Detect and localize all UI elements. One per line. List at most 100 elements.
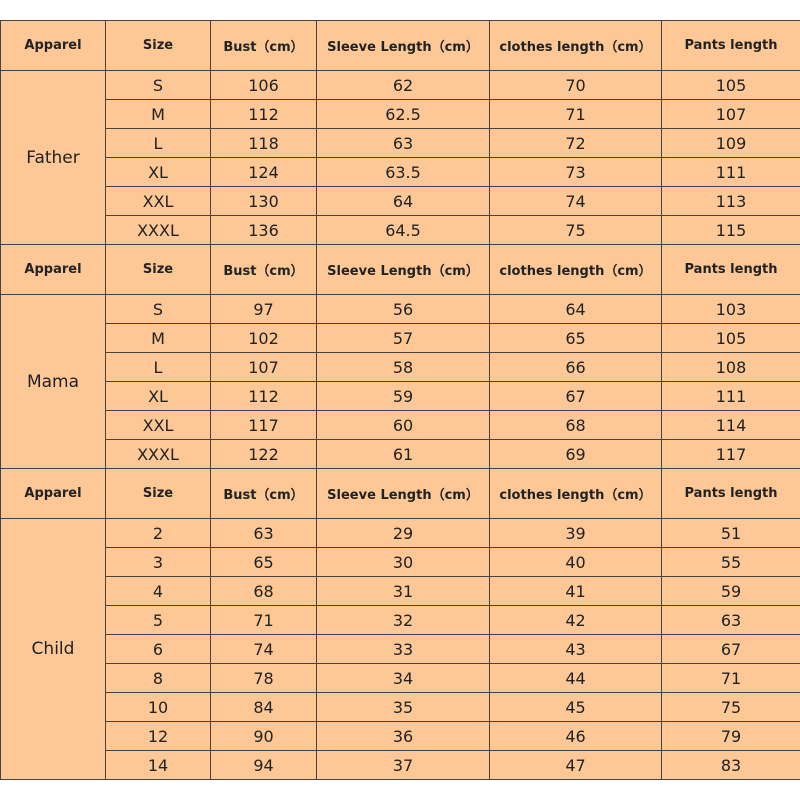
data-row: 14 94 37 47 83 — [1, 750, 800, 780]
data-row: 3 65 30 40 55 — [1, 547, 800, 577]
header-row: Apparel Size Bust（cm） Sleeve Length（cm） clot… — [0, 20, 800, 71]
data-cell: 107 — [661, 99, 800, 129]
header-cell: Size — [105, 468, 211, 519]
data-cell: XXL — [105, 410, 211, 440]
data-cell: 3 — [105, 547, 211, 577]
data-cell: 36 — [316, 721, 490, 751]
data-cell: 72 — [489, 128, 662, 158]
data-cell: 58 — [316, 352, 490, 382]
data-cell: 37 — [316, 750, 490, 780]
data-cell: L — [105, 352, 211, 382]
header-cell: clothes length（cm） — [489, 20, 662, 71]
data-cell: 6 — [105, 634, 211, 664]
data-cell: 62 — [316, 70, 490, 100]
data-cell: 39 — [489, 518, 662, 548]
data-row: Father S 106 62 70 105 — [0, 70, 800, 245]
data-row: L 118 63 72 109 — [1, 128, 800, 158]
data-cell: 117 — [661, 439, 800, 469]
header-cell: Bust（cm） — [210, 244, 317, 295]
data-cell: 136 — [210, 215, 317, 245]
data-cell: 67 — [661, 634, 800, 664]
header-cell: Sleeve Length（cm） — [316, 244, 490, 295]
data-row: 8 78 34 44 71 — [1, 663, 800, 693]
header-cell: Apparel — [0, 244, 106, 295]
header-cell: Sleeve Length（cm） — [316, 468, 490, 519]
data-cell: 111 — [661, 157, 800, 187]
data-cell: 29 — [316, 518, 490, 548]
table-body: Apparel Size Bust（cm） Sleeve Length（cm） clot… — [0, 20, 800, 780]
size-chart: Apparel Size Bust（cm） Sleeve Length（cm） clot… — [0, 20, 800, 780]
data-cell: 108 — [661, 352, 800, 382]
data-cell: 105 — [661, 323, 800, 353]
data-cell: 44 — [489, 663, 662, 693]
data-row: 5 71 32 42 63 — [1, 605, 800, 635]
data-row: Mama S 97 56 64 103 — [0, 294, 800, 469]
data-cell: XL — [105, 157, 211, 187]
data-cell: 106 — [210, 70, 317, 100]
data-cell: 43 — [489, 634, 662, 664]
data-cell: 68 — [210, 576, 317, 606]
data-cell: 64.5 — [316, 215, 490, 245]
data-row: XXXL 122 61 69 117 — [1, 439, 800, 469]
header-cell: Apparel — [0, 468, 106, 519]
data-cell: 74 — [489, 186, 662, 216]
data-cell: 40 — [489, 547, 662, 577]
data-cell: 69 — [489, 439, 662, 469]
data-row: XXXL 136 64.5 75 115 — [1, 215, 800, 245]
data-cell: 67 — [489, 381, 662, 411]
data-cell: 62.5 — [316, 99, 490, 129]
data-cell: 35 — [316, 692, 490, 722]
data-row: XXL 130 64 74 113 — [1, 186, 800, 216]
data-cell: 71 — [661, 663, 800, 693]
data-row: L 107 58 66 108 — [1, 352, 800, 382]
header-row: Apparel Size Bust（cm） Sleeve Length（cm） clot… — [0, 468, 800, 519]
data-row: M 102 57 65 105 — [1, 323, 800, 353]
data-row: 6 74 33 43 67 — [1, 634, 800, 664]
data-cell: 8 — [105, 663, 211, 693]
data-cell: 31 — [316, 576, 490, 606]
data-cell: 63 — [661, 605, 800, 635]
data-cell: 122 — [210, 439, 317, 469]
header-cell: Size — [105, 20, 211, 71]
data-cell: 59 — [661, 576, 800, 606]
data-cell: 117 — [210, 410, 317, 440]
data-cell: 103 — [661, 294, 800, 324]
data-cell: 57 — [316, 323, 490, 353]
data-cell: 63 — [210, 518, 317, 548]
data-cell: 63 — [316, 128, 490, 158]
data-cell: 112 — [210, 99, 317, 129]
data-cell: 5 — [105, 605, 211, 635]
data-cell: S — [105, 70, 211, 100]
data-cell: 90 — [210, 721, 317, 751]
data-cell: 65 — [489, 323, 662, 353]
data-cell: 34 — [316, 663, 490, 693]
data-cell: 12 — [105, 721, 211, 751]
data-cell: 114 — [661, 410, 800, 440]
data-cell: 115 — [661, 215, 800, 245]
data-cell: 61 — [316, 439, 490, 469]
data-cell: 2 — [105, 518, 211, 548]
group-cell: Child — [0, 518, 106, 780]
header-cell: Size — [105, 244, 211, 295]
data-cell: 59 — [316, 381, 490, 411]
data-cell: 45 — [489, 692, 662, 722]
data-cell: 64 — [316, 186, 490, 216]
data-cell: 124 — [210, 157, 317, 187]
data-cell: 71 — [210, 605, 317, 635]
data-cell: 112 — [210, 381, 317, 411]
data-cell: 102 — [210, 323, 317, 353]
data-row: 4 68 31 41 59 — [1, 576, 800, 606]
size-table: Apparel Size Bust（cm） Sleeve Length（cm） clot… — [0, 20, 800, 780]
data-cell: XXXL — [105, 439, 211, 469]
header-row: Apparel Size Bust（cm） Sleeve Length（cm） clot… — [0, 244, 800, 295]
data-cell: 4 — [105, 576, 211, 606]
header-cell: Pants length — [661, 468, 800, 519]
data-row: M 112 62.5 71 107 — [1, 99, 800, 129]
data-row: 10 84 35 45 75 — [1, 692, 800, 722]
data-cell: XL — [105, 381, 211, 411]
data-cell: 111 — [661, 381, 800, 411]
data-cell: 107 — [210, 352, 317, 382]
group-cell: Father — [0, 70, 106, 245]
data-cell: 68 — [489, 410, 662, 440]
data-cell: 74 — [210, 634, 317, 664]
